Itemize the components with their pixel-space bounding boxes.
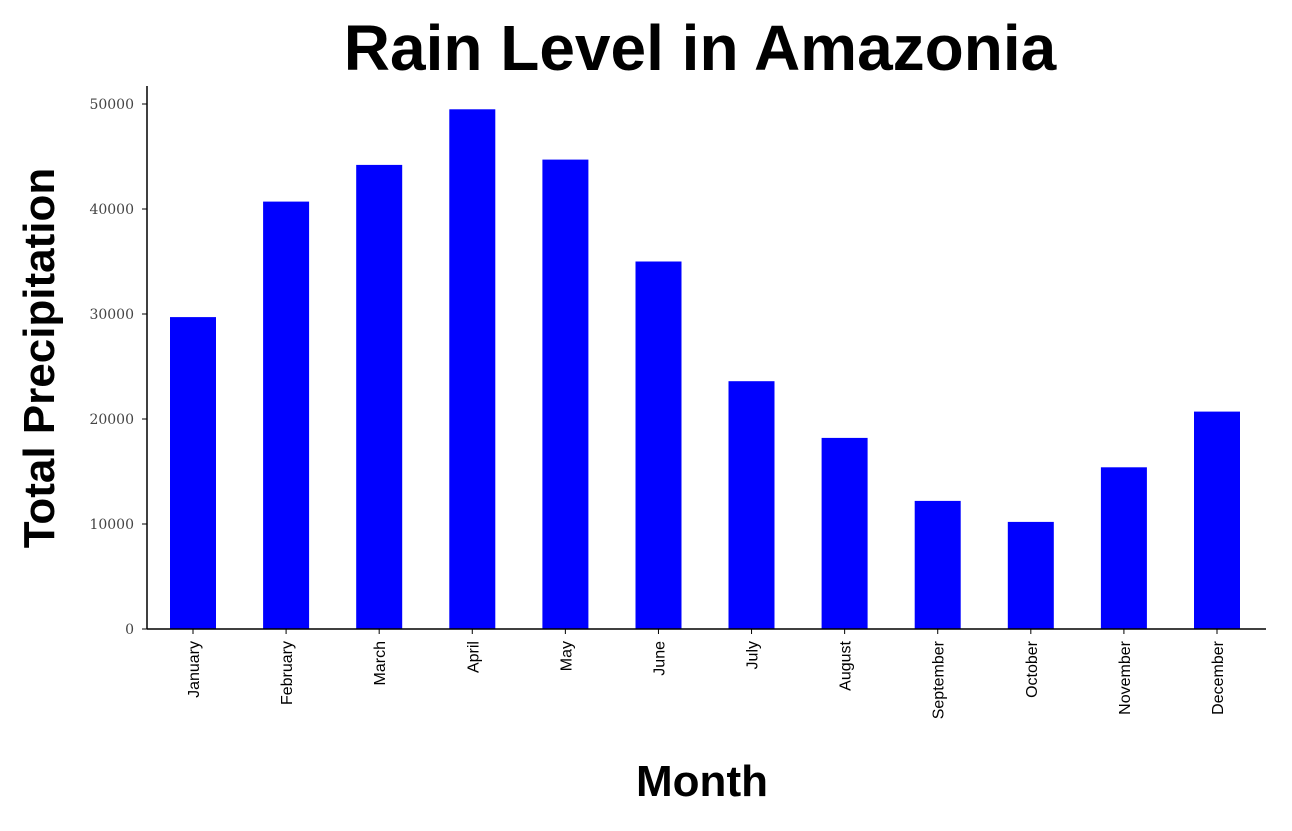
y-tick-label: 40000 bbox=[89, 202, 134, 218]
bar-september bbox=[914, 500, 961, 629]
y-axis-label: Total Precipitation bbox=[15, 168, 64, 549]
y-tick-label: 0 bbox=[125, 622, 134, 638]
bar-october bbox=[1007, 521, 1054, 629]
x-axis-ticks: January February March April May June July Augu… bbox=[186, 629, 1227, 719]
x-tick-label: June bbox=[651, 641, 668, 676]
bar-june bbox=[635, 261, 682, 629]
x-tick-label: April bbox=[465, 641, 482, 673]
y-tick-label: 30000 bbox=[89, 307, 134, 323]
x-tick-label: July bbox=[745, 641, 762, 669]
x-tick-label: December bbox=[1210, 640, 1227, 714]
x-axis-label: Month bbox=[636, 757, 768, 806]
bar-november bbox=[1100, 467, 1147, 629]
y-tick-label: 20000 bbox=[89, 412, 134, 428]
y-axis-ticks: 0 10000 20000 30000 40000 50000 bbox=[89, 97, 147, 638]
bar-may bbox=[542, 159, 589, 629]
x-tick-label: March bbox=[372, 641, 389, 685]
x-tick-label: November bbox=[1117, 640, 1134, 714]
x-tick-label: May bbox=[558, 641, 575, 671]
chart-title: Rain Level in Amazonia bbox=[344, 12, 1057, 84]
bar-august bbox=[821, 437, 868, 629]
bar-february bbox=[263, 201, 310, 629]
x-tick-label: January bbox=[186, 641, 203, 698]
x-tick-label: September bbox=[931, 640, 948, 719]
bar-december bbox=[1194, 411, 1240, 629]
x-tick-label: February bbox=[279, 641, 296, 705]
y-tick-label: 10000 bbox=[89, 517, 134, 533]
bar-april bbox=[449, 109, 496, 630]
x-tick-label: August bbox=[838, 640, 855, 690]
bar-march bbox=[356, 164, 403, 629]
y-tick-label: 50000 bbox=[89, 97, 134, 113]
bar-july bbox=[728, 381, 775, 629]
bar-january bbox=[170, 317, 216, 629]
x-tick-label: October bbox=[1024, 640, 1041, 698]
bars-group bbox=[170, 109, 1240, 630]
